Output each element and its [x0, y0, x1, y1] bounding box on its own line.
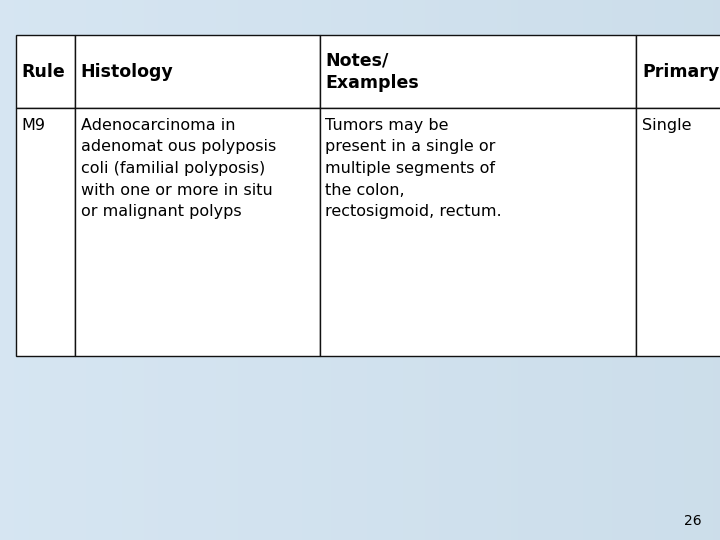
- Bar: [320, 35, 636, 108]
- Text: Adenocarcinoma in
adenomat ous polyposis
coli (familial polyposis)
with one or m: Adenocarcinoma in adenomat ous polyposis…: [81, 118, 276, 219]
- Text: M9: M9: [22, 118, 45, 133]
- Bar: [636, 35, 720, 108]
- Bar: [320, 108, 636, 356]
- Text: Histology: Histology: [81, 63, 174, 80]
- Bar: [75, 35, 320, 108]
- Text: Rule: Rule: [22, 63, 66, 80]
- Bar: [16, 35, 75, 108]
- Bar: [75, 108, 320, 356]
- Text: 26: 26: [685, 514, 702, 528]
- Text: Notes/
Examples: Notes/ Examples: [325, 51, 419, 92]
- Bar: [636, 108, 720, 356]
- Text: Single: Single: [642, 118, 692, 133]
- Text: Primary: Primary: [642, 63, 719, 80]
- Bar: [16, 108, 75, 356]
- Text: Tumors may be
present in a single or
multiple segments of
the colon,
rectosigmoi: Tumors may be present in a single or mul…: [325, 118, 502, 219]
